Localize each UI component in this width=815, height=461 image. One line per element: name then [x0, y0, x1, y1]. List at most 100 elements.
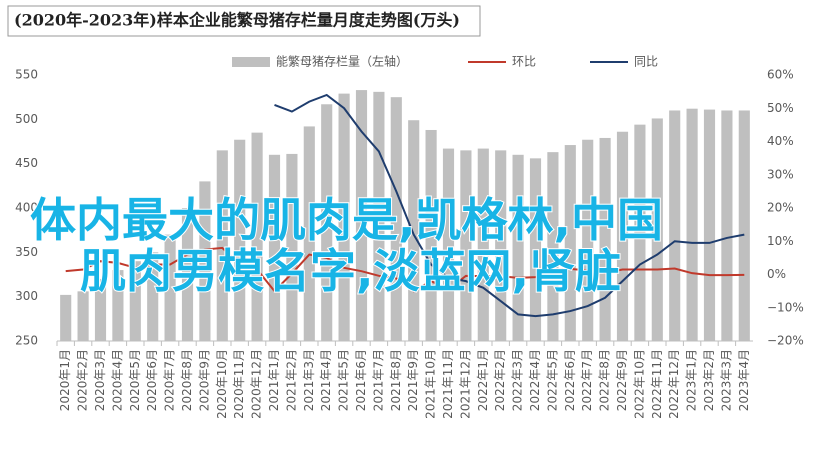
x-tick-label: 2023年3月: [719, 349, 733, 411]
line-series: [65, 246, 745, 293]
y-tick-label: 550: [15, 68, 38, 82]
x-tick-label: 2022年3月: [511, 349, 525, 411]
x-tick-label: 2023年4月: [737, 349, 751, 411]
bar: [94, 278, 107, 341]
bar: [529, 158, 542, 341]
x-tick-label: 2020年3月: [93, 349, 107, 411]
y2-tick-label: −10%: [767, 300, 804, 314]
bar: [181, 208, 194, 341]
bar: [442, 148, 455, 341]
x-tick-label: 2022年11月: [650, 349, 664, 419]
bar: [60, 294, 72, 341]
bar: [721, 110, 733, 341]
x-tick-label: 2021年9月: [406, 349, 420, 411]
bar: [686, 108, 698, 342]
bar: [147, 252, 159, 341]
x-tick-label: 2023年1月: [685, 349, 699, 411]
overlay-text: 肌肉男模名字,淡蓝网,肾脏: [80, 244, 621, 298]
legend-label: 同比: [634, 55, 658, 69]
overlay-text: 体内最大的肌肉是,凯格林,中国: [30, 193, 663, 247]
chart-title: (2020年-2023年)样本企业能繁母猪存栏量月度走势图(万头): [14, 11, 460, 30]
bar: [425, 129, 437, 341]
bar: [286, 153, 298, 341]
x-tick-label: 2021年8月: [389, 349, 403, 411]
x-tick-label: 2020年1月: [58, 349, 72, 411]
y-tick-label: 300: [15, 289, 38, 303]
bar: [703, 109, 716, 341]
bar: [599, 137, 611, 341]
bar: [634, 124, 646, 341]
x-tick-label: 2022年1月: [476, 349, 490, 411]
bar: [477, 148, 489, 341]
title-box: [7, 5, 481, 37]
y2-tick-label: 10%: [767, 234, 794, 248]
legend-swatch: [232, 57, 270, 67]
x-tick-label: 2022年6月: [563, 349, 577, 411]
bar: [77, 291, 89, 341]
x-tick-label: 2020年9月: [197, 349, 211, 411]
bar: [164, 234, 176, 341]
x-tick-label: 2020年8月: [180, 349, 194, 411]
y2-tick-label: 50%: [767, 101, 794, 115]
x-tick-label: 2021年6月: [354, 349, 368, 411]
bar: [669, 110, 681, 341]
x-tick-label: 2021年10月: [424, 349, 438, 419]
bar: [564, 145, 576, 341]
bar: [268, 154, 281, 341]
y2-tick-label: 0%: [767, 267, 786, 281]
x-tick-label: 2023年2月: [702, 349, 716, 411]
bar: [616, 131, 629, 341]
y2-tick-label: 30%: [767, 167, 794, 181]
y2-tick-label: 20%: [767, 201, 794, 215]
x-tick-label: 2022年8月: [598, 349, 612, 411]
bar: [390, 97, 402, 342]
bar: [408, 120, 420, 341]
bar: [129, 261, 141, 341]
x-tick-label: 2020年7月: [163, 349, 177, 411]
x-tick-label: 2021年2月: [284, 349, 298, 411]
x-tick-label: 2021年1月: [267, 349, 281, 411]
legend-label: 能繁母猪存栏量（左轴）: [276, 54, 408, 69]
y-tick-label: 350: [15, 245, 38, 259]
legend-label: 环比: [512, 55, 536, 69]
bar: [460, 150, 472, 341]
y2-tick-label: 60%: [767, 68, 794, 82]
bar: [112, 270, 124, 341]
x-tick-label: 2022年12月: [667, 349, 681, 419]
bar: [512, 154, 524, 341]
y-tick-label: 400: [15, 201, 38, 215]
x-tick-label: 2021年12月: [458, 349, 472, 419]
y-tick-label: 500: [15, 112, 38, 126]
x-tick-label: 2022年2月: [493, 349, 507, 411]
bar: [495, 150, 507, 341]
y-tick-label: 250: [15, 334, 38, 348]
x-tick-label: 2021年3月: [302, 349, 316, 411]
bar: [738, 110, 750, 341]
x-tick-label: 2022年5月: [545, 349, 559, 411]
x-tick-label: 2020年11月: [232, 349, 246, 419]
x-tick-label: 2022年7月: [580, 349, 594, 411]
x-tick-label: 2020年4月: [110, 349, 124, 411]
x-tick-label: 2020年2月: [76, 349, 90, 411]
x-tick-label: 2022年9月: [615, 349, 629, 411]
x-tick-label: 2022年10月: [632, 349, 646, 419]
x-tick-label: 2020年5月: [128, 349, 142, 411]
bar: [216, 150, 228, 341]
bar: [251, 132, 263, 341]
x-tick-label: 2020年12月: [250, 349, 264, 419]
bar: [582, 139, 594, 341]
x-tick-label: 2021年7月: [371, 349, 385, 411]
bar: [547, 152, 559, 341]
bar: [321, 104, 333, 341]
x-tick-label: 2021年11月: [441, 349, 455, 419]
y2-tick-label: 40%: [767, 134, 794, 148]
bar: [338, 93, 350, 342]
x-tick-label: 2022年4月: [528, 349, 542, 411]
bar: [355, 90, 368, 341]
line-series: [274, 93, 745, 318]
x-tick-label: 2021年5月: [337, 349, 351, 411]
bar: [234, 139, 246, 341]
bar: [199, 181, 211, 341]
x-tick-label: 2020年6月: [145, 349, 159, 411]
